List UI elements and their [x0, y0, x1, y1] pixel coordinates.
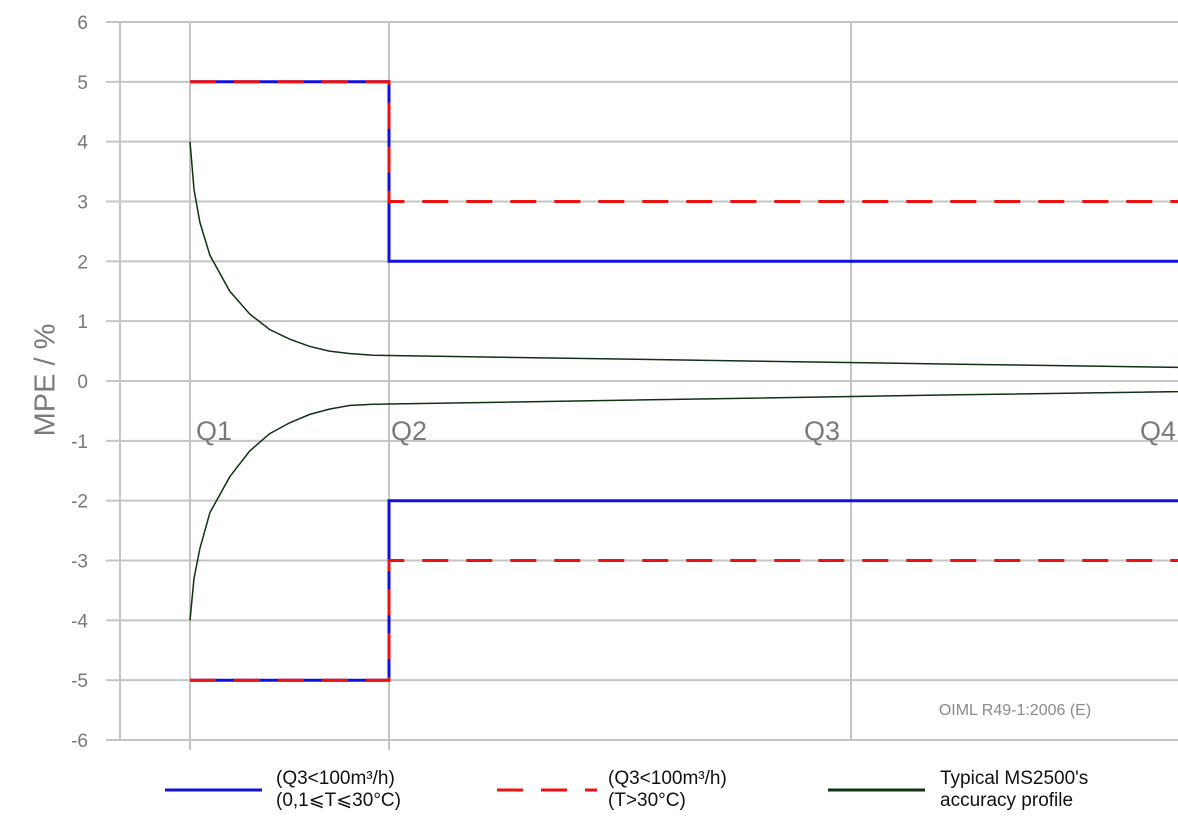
legend-label-3-line-2: accuracy profile	[940, 790, 1073, 811]
x-category-label-q1: Q1	[196, 416, 232, 446]
y-tick-label: 2	[77, 252, 88, 273]
y-tick-label: -5	[71, 671, 88, 692]
y-axis-label: MPE / %	[30, 324, 62, 437]
y-tick-label: 6	[77, 13, 88, 34]
axis-labels: 6 5 4 3 2 1 0 -1 -2 -3 -4 -5 -6 Q1 Q2 Q3 Q4	[71, 13, 1176, 752]
series-2-upper-line	[190, 80, 1178, 203]
x-category-label-q2: Q2	[391, 416, 427, 446]
legend-label-1-line-2: (0,1⩽T⩽30°C)	[276, 790, 401, 811]
legend-label-2-line-1: (Q3<100m³/h)	[608, 768, 727, 789]
y-tick-label: -1	[71, 432, 88, 453]
series-1-upper-line	[190, 80, 1178, 263]
y-tick-label: -2	[71, 492, 88, 513]
series-2-lower-line	[190, 559, 1178, 682]
gridlines	[106, 21, 1178, 750]
series-3-lower-line	[189, 390, 1178, 621]
y-tick-label: 0	[77, 372, 88, 393]
x-category-label-q4: Q4	[1140, 416, 1176, 446]
series-lines	[189, 80, 1178, 682]
x-category-label-q3: Q3	[804, 416, 840, 446]
y-tick-label: 1	[77, 312, 88, 333]
series-1-lower-line	[190, 499, 1178, 682]
legend: (Q3<100m³/h)(0,1⩽T⩽30°C)(Q3<100m³/h)(T>3…	[165, 768, 1088, 811]
y-tick-label: -3	[71, 552, 88, 573]
y-tick-label: 4	[77, 133, 88, 154]
legend-label-3-line-1: Typical MS2500's	[940, 768, 1088, 789]
y-tick-label: 5	[77, 73, 88, 94]
legend-label-1-line-1: (Q3<100m³/h)	[276, 768, 395, 789]
y-tick-label: 3	[77, 193, 88, 214]
y-tick-label: -4	[71, 611, 88, 632]
source-note: OIML R49-1:2006 (E)	[939, 702, 1091, 719]
series-3-upper-line	[189, 141, 1178, 369]
y-tick-label: -6	[71, 731, 88, 752]
legend-label-2-line-2: (T>30°C)	[608, 790, 686, 811]
